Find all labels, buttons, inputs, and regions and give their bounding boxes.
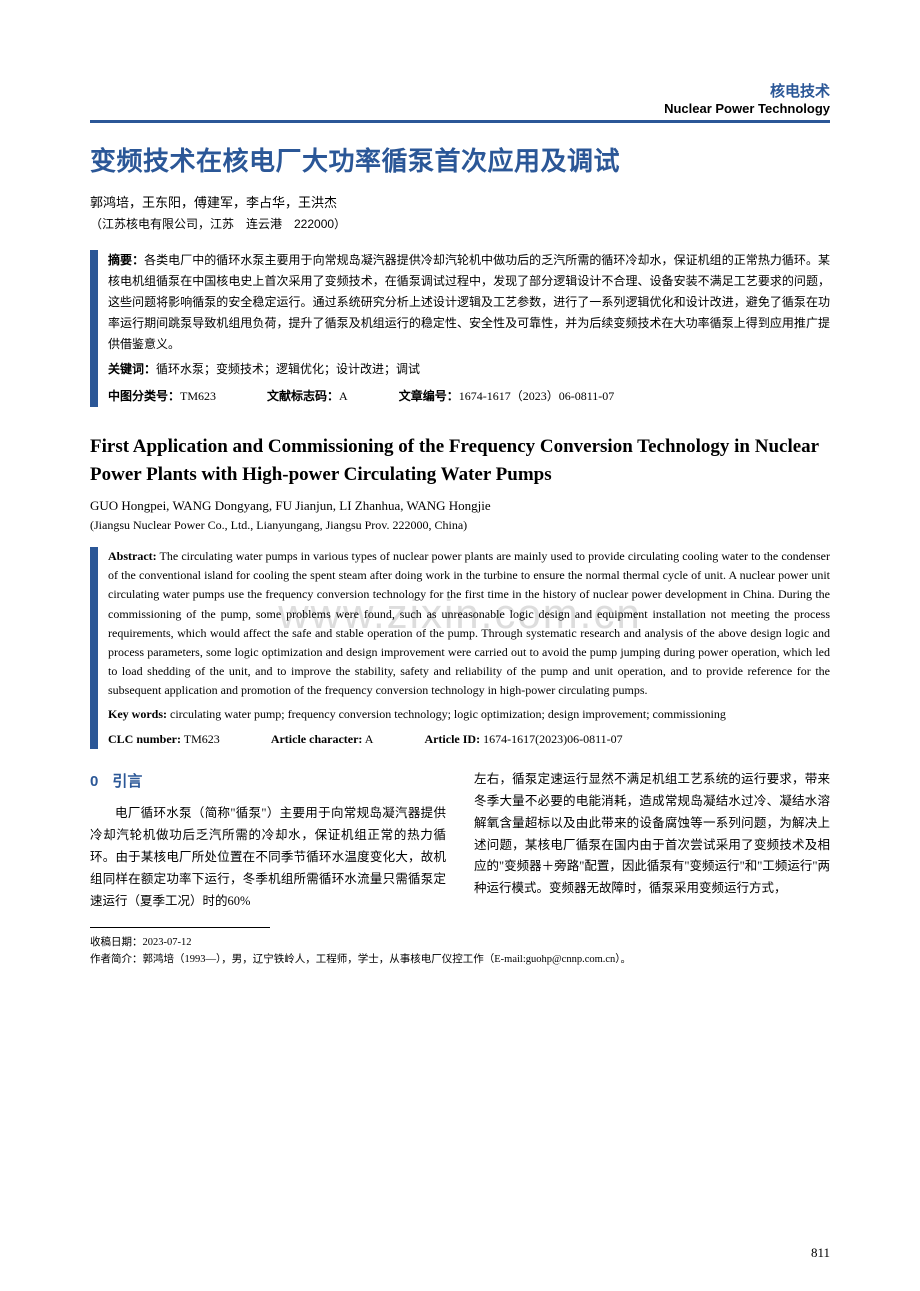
abstract-en-text: The circulating water pumps in various t… (108, 549, 830, 697)
header-rule (90, 120, 830, 123)
footer-rule (90, 927, 270, 928)
articleid-en: 1674-1617(2023)06-0811-07 (480, 732, 623, 746)
author-bio-label: 作者简介： (90, 954, 143, 965)
doccode-cn-label: 文献标志码： (267, 389, 339, 403)
abstract-en-accent-bar (90, 547, 98, 749)
keywords-en-text: circulating water pump; frequency conver… (167, 707, 726, 721)
abstract-cn-block: 摘要：各类电厂中的循环水泵主要用于向常规岛凝汽器提供冷却汽轮机中做功后的乏汽所需… (90, 250, 830, 407)
category-cn: 核电技术 (90, 80, 830, 101)
clc-cn: TM623 (180, 389, 216, 403)
article-title-en: First Application and Commissioning of t… (90, 433, 830, 488)
abstract-en-block: Abstract: The circulating water pumps in… (90, 547, 830, 749)
body-columns: 0 引言 电厂循环水泵（简称"循泵"）主要用于向常规岛凝汽器提供冷却汽轮机做功后乏… (90, 769, 830, 913)
section-0-heading: 0 引言 (90, 769, 446, 795)
article-title-cn: 变频技术在核电厂大功率循泵首次应用及调试 (90, 141, 830, 178)
affiliation-cn: （江苏核电有限公司，江苏 连云港 222000） (90, 215, 830, 232)
section-0-num: 0 (90, 773, 98, 790)
abstract-accent-bar (90, 250, 98, 407)
column-left: 0 引言 电厂循环水泵（简称"循泵"）主要用于向常规岛凝汽器提供冷却汽轮机做功后乏… (90, 769, 446, 913)
abstract-cn-text: 各类电厂中的循环水泵主要用于向常规岛凝汽器提供冷却汽轮机中做功后的乏汽所需的循环… (108, 253, 830, 351)
page-number: 811 (811, 1245, 830, 1261)
articleid-cn: 1674-1617（2023）06-0811-07 (459, 389, 615, 403)
column-right: 左右，循泵定速运行显然不满足机组工艺系统的运行要求，带来冬季大量不必要的电能消耗… (474, 769, 830, 913)
received-label: 收稿日期： (90, 937, 143, 948)
body-col1-p1: 电厂循环水泵（简称"循泵"）主要用于向常规岛凝汽器提供冷却汽轮机做功后乏汽所需的… (90, 803, 446, 912)
category-en: Nuclear Power Technology (90, 101, 830, 116)
keywords-cn-text: 循环水泵；变频技术；逻辑优化；设计改进；调试 (156, 362, 420, 376)
header-category: 核电技术 Nuclear Power Technology (90, 80, 830, 116)
clc-en: TM623 (181, 732, 220, 746)
author-bio: 郭鸿培（1993—），男，辽宁铁岭人，工程师，学士，从事核电厂仪控工作（E-ma… (143, 954, 632, 965)
received-date: 2023-07-12 (143, 937, 192, 948)
articleid-cn-label: 文章编号： (399, 389, 459, 403)
articleid-en-label: Article ID: (424, 732, 480, 746)
section-0-title: 引言 (112, 773, 142, 790)
footer-block: 收稿日期：2023-07-12 作者简介：郭鸿培（1993—），男，辽宁铁岭人，… (90, 934, 830, 970)
authors-en: GUO Hongpei, WANG Dongyang, FU Jianjun, … (90, 498, 830, 514)
clc-en-label: CLC number: (108, 732, 181, 746)
doccode-cn: A (339, 389, 348, 403)
keywords-en-label: Key words: (108, 707, 167, 721)
affiliation-en: (Jiangsu Nuclear Power Co., Ltd., Lianyu… (90, 518, 830, 533)
clc-cn-label: 中图分类号： (108, 389, 180, 403)
keywords-cn-label: 关键词： (108, 362, 156, 376)
authors-cn: 郭鸿培，王东阳，傅建军，李占华，王洪杰 (90, 192, 830, 211)
abstract-cn-label: 摘要： (108, 253, 144, 267)
doccode-en-label: Article character: (271, 732, 363, 746)
abstract-en-label: Abstract: (108, 549, 157, 563)
body-col2-p1: 左右，循泵定速运行显然不满足机组工艺系统的运行要求，带来冬季大量不必要的电能消耗… (474, 769, 830, 900)
doccode-en: A (362, 732, 373, 746)
